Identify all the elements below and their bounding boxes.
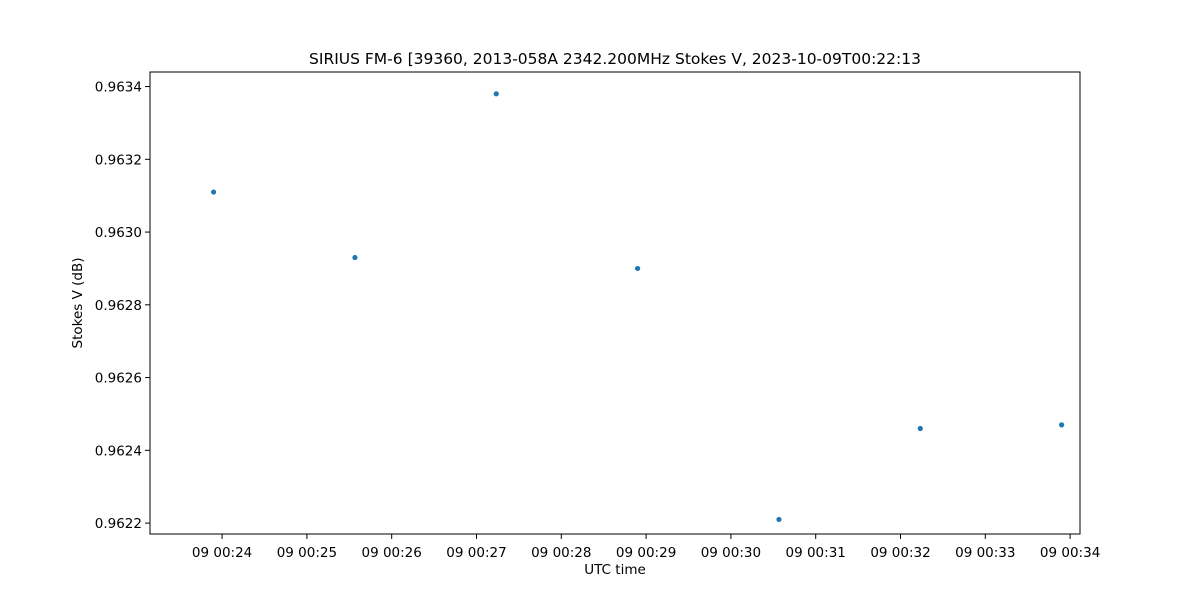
x-axis-label: UTC time (584, 562, 646, 578)
x-tick-label: 09 00:34 (1040, 545, 1100, 561)
y-tick-label: 0.9624 (95, 443, 142, 459)
plot-area (149, 71, 1081, 535)
x-tick-label: 09 00:24 (192, 545, 252, 561)
data-point (776, 516, 782, 523)
y-axis-label: Stokes V (dB) (70, 258, 86, 349)
x-tick-label: 09 00:33 (955, 545, 1015, 561)
x-tick-label: 09 00:26 (361, 545, 421, 561)
data-point (493, 91, 499, 97)
y-tick-label: 0.9626 (95, 371, 142, 387)
y-tick-label: 0.9622 (95, 516, 142, 532)
x-tick-label: 09 00:28 (531, 545, 591, 561)
x-tick-label: 09 00:27 (446, 545, 506, 561)
x-tick-label: 09 00:31 (786, 545, 846, 561)
data-point (1059, 422, 1065, 428)
y-tick-label: 0.9628 (95, 298, 142, 314)
y-tick-label: 0.9634 (95, 80, 142, 96)
y-tick-label: 0.9632 (95, 152, 142, 168)
x-tick-label: 09 00:30 (701, 545, 761, 561)
chart-title: SIRIUS FM-6 [39360, 2013-058A 2342.200MH… (309, 50, 921, 68)
x-tick-label: 09 00:25 (277, 545, 337, 561)
data-points (211, 91, 1065, 523)
x-axis: 09 00:24 09 00:25 09 00:26 09 00:27 09 00:28… (192, 534, 1100, 561)
data-point (352, 254, 358, 261)
data-point (917, 425, 923, 432)
data-point (635, 265, 641, 272)
data-point (211, 189, 217, 195)
x-tick-label: 09 00:32 (870, 545, 930, 561)
y-tick-label: 0.9630 (95, 225, 142, 241)
x-tick-label: 09 00:29 (616, 545, 676, 561)
y-axis: 0.9622 0.9624 0.9626 0.9628 0.9630 0.9632 0.96… (95, 80, 150, 532)
